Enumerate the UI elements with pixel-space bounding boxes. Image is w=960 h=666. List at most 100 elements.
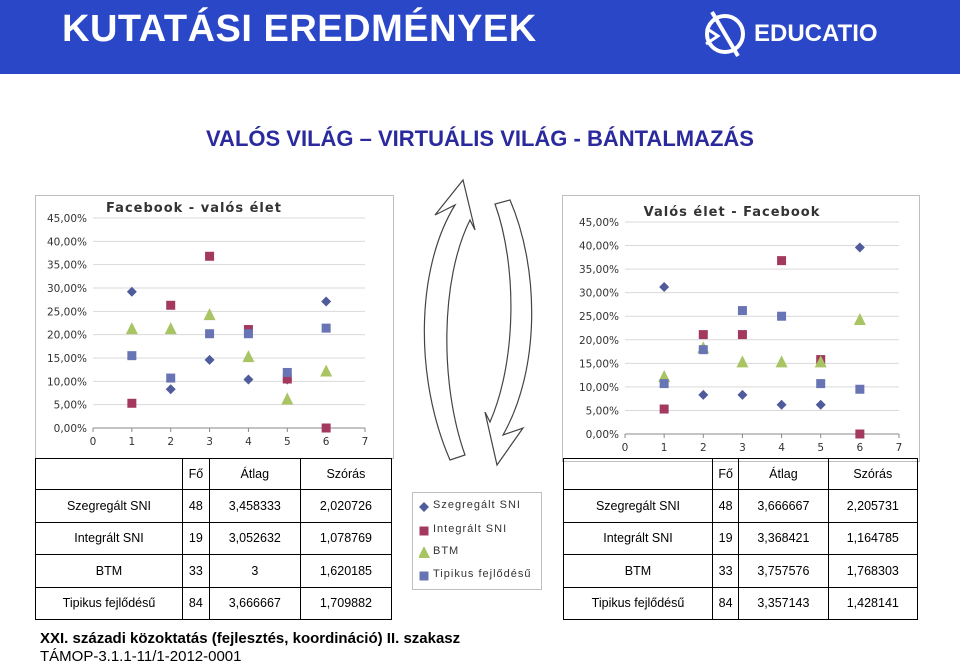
slide-subtitle: VALÓS VILÁG – VIRTUÁLIS VILÁG - BÁNTALMA… xyxy=(206,126,754,151)
data-point xyxy=(737,306,747,316)
x-tick-label: 5 xyxy=(817,442,824,454)
y-tick-label: 45,00% xyxy=(579,217,619,229)
chart-right-svg: 0,00% 5,00% 10,00% 15,00% 20,00% 25,00% 30,00%… xyxy=(579,205,903,454)
x-tick-label: 3 xyxy=(739,442,746,454)
table-header-row: Fő Átlag Szórás xyxy=(35,458,393,490)
data-point xyxy=(736,355,749,368)
table-header-cell: Átlag xyxy=(738,458,829,490)
footer-program: XXI. századi közoktatás (fejlesztés, koo… xyxy=(40,630,461,647)
table-cell: BTM xyxy=(563,554,713,588)
stats-table-left: Fő Átlag Szórás Szegregált SNI 48 3,458333 2,0… xyxy=(35,458,393,620)
table-cell: Szegregált SNI xyxy=(563,489,713,523)
data-point xyxy=(776,399,787,410)
table-row: Szegregált SNI 48 3,458333 2,020726 xyxy=(35,489,393,523)
table-cell: Tipikus fejlődésű xyxy=(563,586,713,620)
table-row: BTM 33 3 1,620185 xyxy=(35,554,393,588)
data-point xyxy=(166,373,176,383)
header-bar: KUTATÁSI EREDMÉNYEK EDUCATIO xyxy=(0,0,960,74)
data-point xyxy=(205,329,215,339)
table-cell: BTM xyxy=(35,554,183,588)
table-cell: 3,357143 xyxy=(738,586,829,620)
table-row: Integrált SNI 19 3,368421 1,164785 xyxy=(563,521,919,555)
data-point xyxy=(127,398,137,408)
educatio-logo: EDUCATIO xyxy=(700,6,920,62)
table-row: Integrált SNI 19 3,052632 1,078769 xyxy=(35,521,393,555)
legend-label: BTM xyxy=(433,545,460,557)
chart-left-svg: 0,00% 5,00% 10,00% 15,00% 20,00% 25,00% 30,00%… xyxy=(47,201,368,448)
data-point xyxy=(204,354,215,365)
y-tick-label: 5,00% xyxy=(54,400,87,412)
table-cell: 1,620185 xyxy=(299,554,393,588)
y-tick-label: 40,00% xyxy=(579,241,619,253)
table-cell: 1,768303 xyxy=(827,554,919,588)
data-point xyxy=(281,392,294,405)
legend-label: Szegregált SNI xyxy=(433,499,521,511)
data-point xyxy=(203,308,216,321)
legend-marker xyxy=(419,571,429,581)
legend-marker xyxy=(419,526,429,536)
y-tick-label: 0,00% xyxy=(54,423,87,435)
chart-title: Facebook - valós élet xyxy=(106,201,282,216)
stats-table-right: Fő Átlag Szórás Szegregált SNI 48 3,666667 2,2… xyxy=(563,458,919,620)
x-tick-label: 1 xyxy=(129,436,136,448)
legend-marker xyxy=(419,502,429,512)
table-cell: 19 xyxy=(182,521,210,555)
x-tick-label: 1 xyxy=(661,442,668,454)
x-tick-label: 6 xyxy=(857,442,864,454)
footer-code: TÁMOP-3.1.1-11/1-2012-0001 xyxy=(40,648,242,665)
data-point xyxy=(854,242,865,253)
y-tick-label: 30,00% xyxy=(579,288,619,300)
data-point xyxy=(125,322,138,335)
table-cell: 3,052632 xyxy=(208,521,301,555)
y-tick-label: 45,00% xyxy=(47,213,87,225)
data-point xyxy=(698,345,708,355)
data-point xyxy=(855,429,865,439)
legend-label: Integrált SNI xyxy=(433,523,508,535)
table-header-cell: Fő xyxy=(182,458,210,490)
chart-title: Valós élet - Facebook xyxy=(644,205,821,220)
table-row: BTM 33 3,757576 1,768303 xyxy=(563,554,919,588)
legend-marker-icon xyxy=(419,547,430,558)
y-tick-label: 35,00% xyxy=(47,260,87,272)
chart-legend: Szegregált SNI Integrált SNI BTM Tipikus fe… xyxy=(412,492,542,590)
legend-marker xyxy=(419,547,430,558)
data-point xyxy=(282,374,292,384)
table-cell: Szegregált SNI xyxy=(35,489,183,523)
table-cell: 2,020726 xyxy=(299,489,393,523)
table-cell: 3,757576 xyxy=(738,554,829,588)
table-cell: 1,709882 xyxy=(299,586,393,620)
legend-marker-icon xyxy=(419,571,429,581)
x-tick-label: 7 xyxy=(896,442,903,454)
logo-text: EDUCATIO xyxy=(754,20,878,47)
table-row: Tipikus fejlődésű 84 3,357143 1,428141 xyxy=(563,586,919,620)
x-tick-label: 6 xyxy=(323,436,330,448)
logo-icon xyxy=(705,10,745,58)
cycle-arrows-icon xyxy=(423,178,533,467)
table-cell: 3,666667 xyxy=(738,489,829,523)
table-cell: 33 xyxy=(711,554,740,588)
data-point xyxy=(737,330,747,340)
y-tick-label: 0,00% xyxy=(586,429,619,441)
data-point xyxy=(243,329,253,339)
data-point xyxy=(164,322,177,335)
y-tick-label: 5,00% xyxy=(586,405,619,417)
data-point xyxy=(777,256,787,266)
data-point xyxy=(815,399,826,410)
legend-marker-icon xyxy=(419,502,429,512)
data-point xyxy=(243,374,254,385)
data-point xyxy=(816,379,826,389)
table-row: Szegregált SNI 48 3,666667 2,205731 xyxy=(563,489,919,523)
table-cell: 1,428141 xyxy=(827,586,919,620)
x-tick-label: 2 xyxy=(167,436,174,448)
data-point xyxy=(659,379,669,389)
data-point xyxy=(814,355,827,368)
x-tick-label: 4 xyxy=(245,436,252,448)
x-tick-label: 3 xyxy=(206,436,213,448)
table-cell: 1,164785 xyxy=(827,521,919,555)
table-header-cell xyxy=(563,458,713,490)
data-point xyxy=(127,351,137,361)
x-tick-label: 4 xyxy=(778,442,785,454)
table-row: Tipikus fejlődésű 84 3,666667 1,709882 xyxy=(35,586,393,620)
table-cell: Integrált SNI xyxy=(563,521,713,555)
x-tick-label: 5 xyxy=(284,436,291,448)
